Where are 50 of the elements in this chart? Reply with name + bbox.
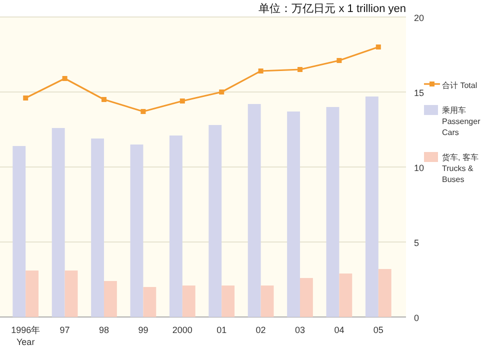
bar xyxy=(169,136,182,317)
x-tick-label: 97 xyxy=(60,325,70,335)
bar xyxy=(287,112,300,317)
y-tick-label: 0 xyxy=(414,313,420,323)
legend-label: 货车, 客车 Trucks & Buses xyxy=(442,153,478,184)
point xyxy=(336,58,342,63)
bar xyxy=(130,144,144,317)
bar xyxy=(300,278,313,317)
x-axis-title: Year xyxy=(16,337,35,347)
bar xyxy=(64,270,78,317)
y-tick-label: 15 xyxy=(414,88,424,98)
x-tick-label: 2000 xyxy=(172,325,192,335)
bar xyxy=(326,107,340,317)
bar xyxy=(143,287,156,317)
point xyxy=(23,96,28,100)
point xyxy=(219,90,224,94)
bar xyxy=(12,146,26,317)
x-tick-label: 03 xyxy=(294,325,306,335)
point xyxy=(376,44,381,50)
bar xyxy=(248,104,261,317)
x-tick-label: 04 xyxy=(334,325,344,335)
bar xyxy=(222,286,235,317)
bar xyxy=(378,269,392,317)
point xyxy=(180,98,185,104)
point xyxy=(298,67,302,72)
bar xyxy=(260,286,274,317)
y-tick-label: 5 xyxy=(414,238,420,248)
bar xyxy=(91,138,104,317)
x-tick-label: 98 xyxy=(98,325,110,335)
y-tick-label: 10 xyxy=(414,163,424,173)
x-tick-label: 05 xyxy=(373,325,384,335)
chart-title: 单位：万亿日元 x 1 trillion yen xyxy=(258,2,406,15)
point xyxy=(258,68,264,74)
x-tick-label: 1996年 xyxy=(11,325,40,335)
bar xyxy=(26,270,39,317)
bar xyxy=(339,274,352,317)
bar xyxy=(104,281,117,317)
point xyxy=(102,97,106,102)
bar xyxy=(365,96,378,317)
x-tick-label: 99 xyxy=(138,325,148,335)
x-tick-label: 01 xyxy=(216,325,227,335)
bar xyxy=(52,128,65,317)
y-tick-label: 20 xyxy=(414,13,424,23)
bar xyxy=(208,125,222,317)
legend-label: 乘用车 Passenger Cars xyxy=(442,106,481,137)
point xyxy=(140,109,146,114)
point xyxy=(62,76,68,81)
legend-label: 合计 Total xyxy=(442,81,478,90)
bar xyxy=(182,286,196,317)
x-tick-label: 02 xyxy=(256,325,266,335)
